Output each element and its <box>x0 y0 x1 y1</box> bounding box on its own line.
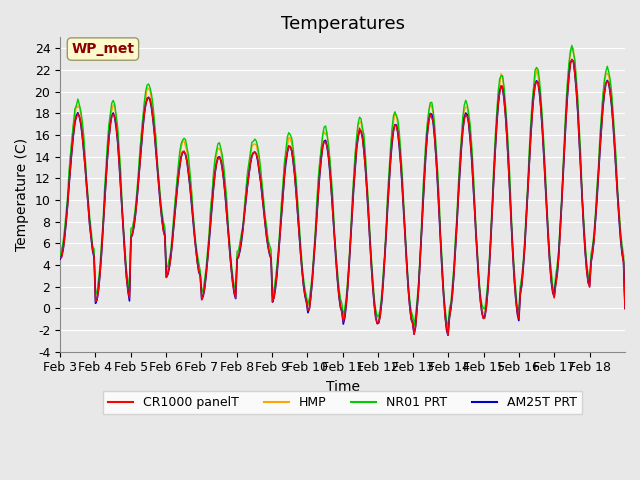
Y-axis label: Temperature (C): Temperature (C) <box>15 138 29 251</box>
X-axis label: Time: Time <box>326 380 360 394</box>
Text: WP_met: WP_met <box>72 42 134 56</box>
Title: Temperatures: Temperatures <box>280 15 404 33</box>
Legend: CR1000 panelT, HMP, NR01 PRT, AM25T PRT: CR1000 panelT, HMP, NR01 PRT, AM25T PRT <box>103 391 582 414</box>
